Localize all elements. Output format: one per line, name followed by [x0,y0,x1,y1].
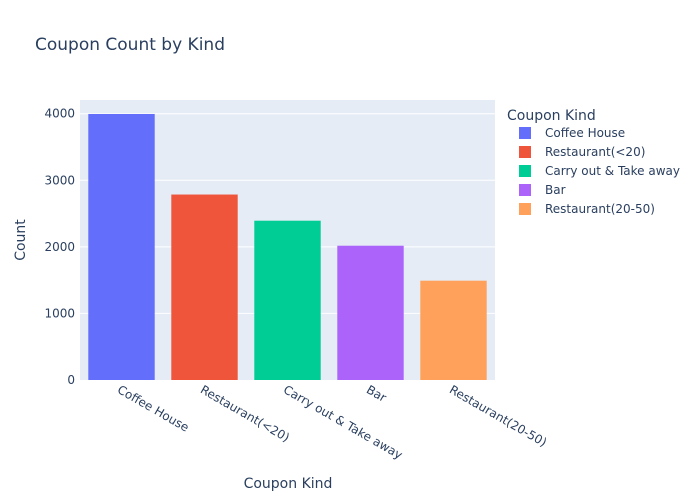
x-tick-label: Coffee House [115,382,191,434]
legend[interactable]: Coupon Kind Coffee HouseRestaurant(<20)C… [507,108,680,216]
y-tick-label: 3000 [44,173,75,187]
x-axis-title: Coupon Kind [244,476,333,492]
legend-swatch [519,184,531,196]
bar[interactable] [171,194,238,380]
bar[interactable] [254,220,321,380]
bar[interactable] [420,280,487,380]
x-tick-label: Restaurant(20-50) [447,382,549,449]
legend-label: Bar [545,183,566,197]
y-axis-ticks: 0 1000 2000 3000 4000 [44,107,75,387]
legend-label: Restaurant(20-50) [545,202,655,216]
y-tick-label: 1000 [44,306,75,320]
legend-label: Carry out & Take away [545,164,680,178]
legend-label: Restaurant(<20) [545,145,645,159]
legend-item[interactable]: Restaurant(20-50) [519,202,655,216]
legend-swatch [519,146,531,158]
x-tick-label: Bar [364,382,389,404]
y-tick-label: 4000 [44,107,75,121]
legend-items[interactable]: Coffee House Restaurant(<20) Carry out & T… [519,126,680,216]
legend-title: Coupon Kind [507,108,596,124]
bar[interactable] [337,245,404,380]
x-tick-label: Restaurant(<20) [198,382,292,444]
bar[interactable] [88,113,155,380]
chart-title: Coupon Count by Kind [35,35,225,55]
y-axis-title: Count [13,219,29,261]
x-axis-ticks: Coffee House Restaurant(<20)Carry out & T… [115,382,549,462]
bars [88,113,487,380]
legend-item[interactable]: Bar [519,183,566,197]
legend-label: Coffee House [545,126,625,140]
legend-swatch [519,165,531,177]
legend-item[interactable]: Coffee House [519,126,625,140]
legend-swatch [519,203,531,215]
y-tick-label: 0 [67,373,75,387]
y-tick-label: 2000 [44,240,75,254]
legend-item[interactable]: Restaurant(<20) [519,145,645,159]
legend-item[interactable]: Carry out & Take away [519,164,680,178]
legend-swatch [519,127,531,139]
